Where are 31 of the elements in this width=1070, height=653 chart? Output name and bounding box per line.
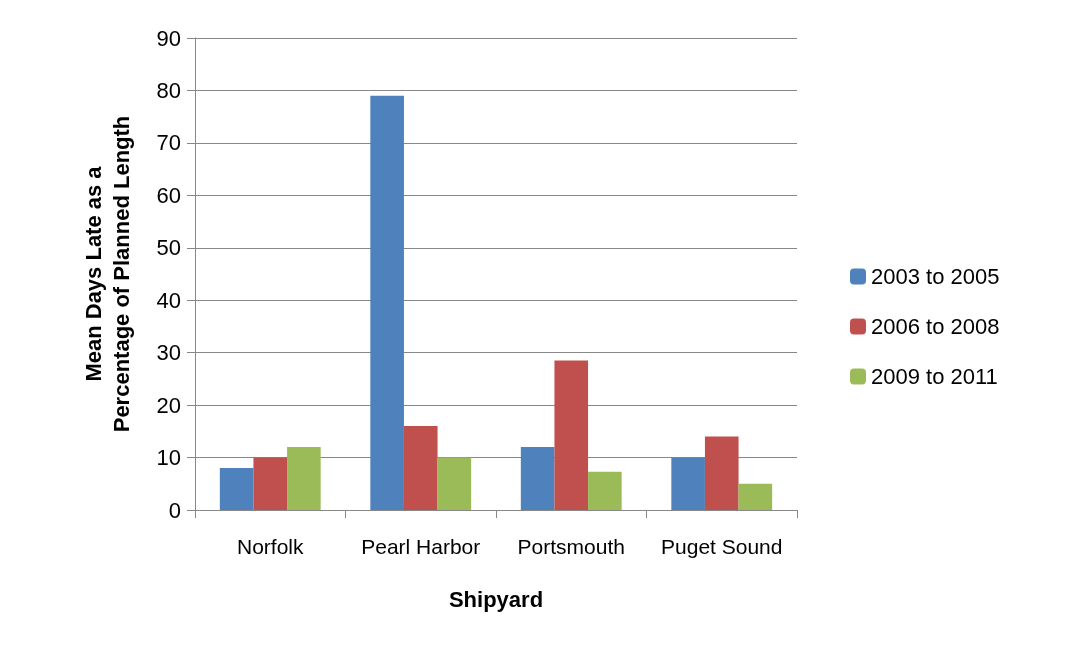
bar (738, 483, 773, 510)
x-tick-label: Norfolk (236, 535, 304, 558)
y-tick-label: 50 (156, 235, 181, 261)
y-tick-label: 20 (156, 392, 181, 418)
y-tick-label: 90 (156, 25, 181, 51)
bar (287, 447, 321, 510)
legend-label: 2009 to 2011 (871, 364, 998, 389)
bar (403, 426, 438, 510)
x-tick-label: Portsmouth (517, 535, 625, 558)
y-tick-label: 70 (156, 130, 181, 156)
bar (704, 436, 739, 510)
bar (219, 468, 254, 510)
y-tick-label: 40 (156, 287, 181, 313)
y-axis-title: Mean Days Late as a Percentage of Planned Length (80, 115, 134, 433)
legend-label: 2006 to 2008 (871, 314, 1000, 339)
x-axis-title: Shipyard (448, 586, 544, 612)
y-tick-label: 10 (156, 445, 181, 471)
bar (554, 360, 589, 510)
bar (253, 457, 288, 510)
bar (437, 457, 472, 510)
y-tick-label: 60 (156, 182, 181, 208)
x-tick-label: Pearl Harbor (361, 535, 481, 558)
y-tick-label: 80 (156, 77, 181, 103)
legend-label: 2003 to 2005 (871, 264, 1000, 289)
y-tick-label: 30 (156, 340, 181, 366)
x-tick-label: Puget Sound (661, 535, 783, 558)
bar (588, 471, 622, 510)
bar (520, 447, 555, 510)
bar (671, 457, 705, 510)
y-tick-label: 0 (168, 497, 181, 523)
bar (370, 95, 404, 510)
